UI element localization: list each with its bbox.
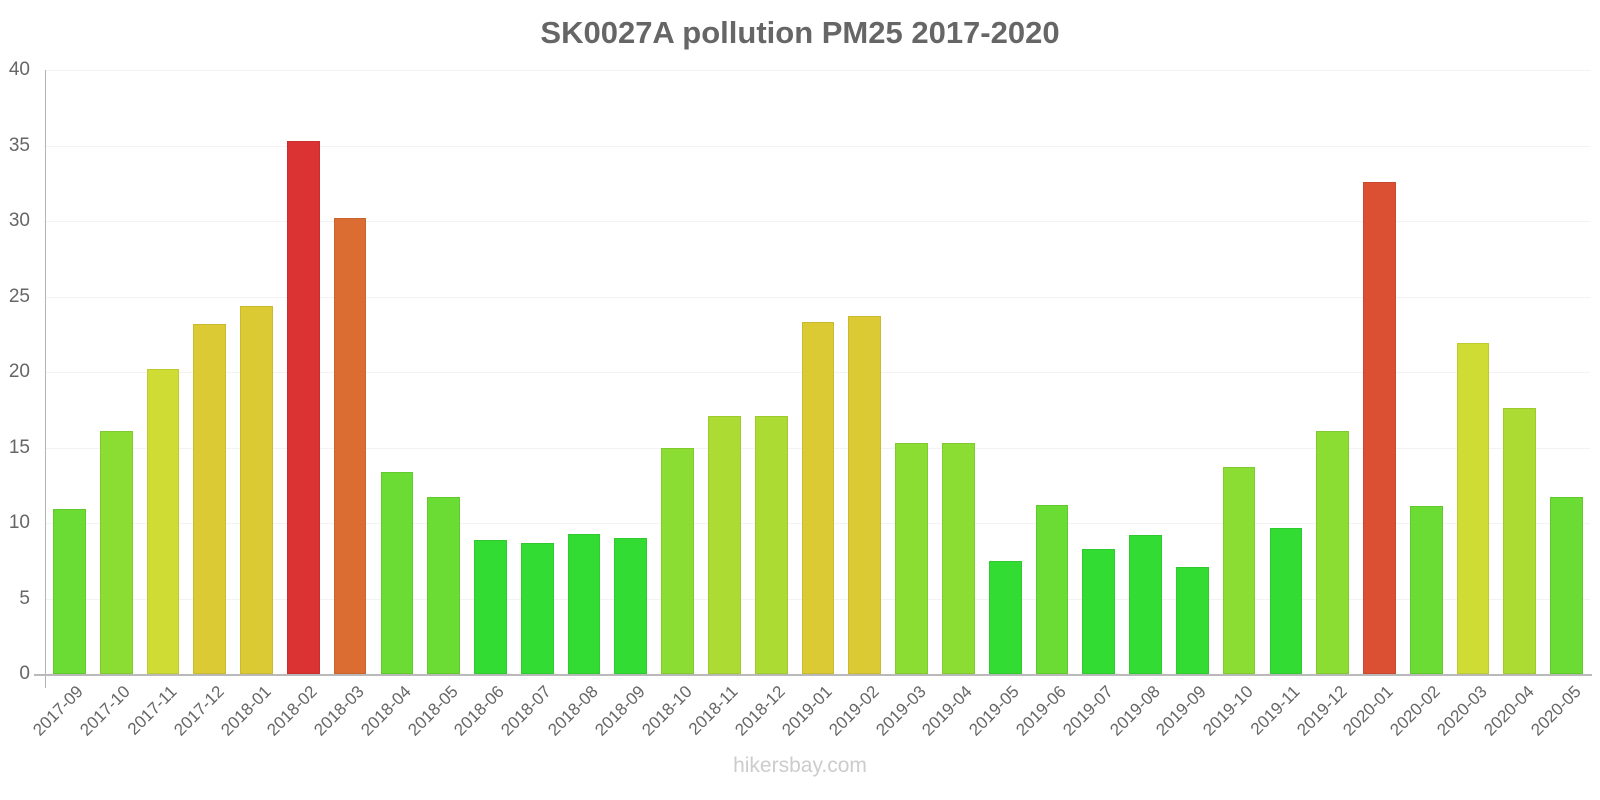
x-tick-label: 2019-04 (918, 682, 977, 740)
x-tick-label: 2018-09 (591, 682, 649, 740)
bar-2018-07[interactable] (520, 542, 554, 674)
bar-2020-04[interactable] (1503, 408, 1537, 674)
y-axis-line (45, 70, 46, 688)
bar-2018-12[interactable] (754, 415, 788, 674)
x-tick-label: 2019-06 (1012, 682, 1070, 740)
bar-2018-01[interactable] (240, 305, 273, 674)
x-tick-label: 2018-04 (357, 682, 415, 740)
bar-2019-07[interactable] (1082, 548, 1116, 674)
bar-2018-05[interactable] (427, 497, 461, 674)
x-tick-label: 2018-11 (685, 682, 742, 739)
chart-title: SK0027A pollution PM25 2017-2020 (540, 15, 1060, 50)
x-tick-label: 2017-12 (170, 682, 228, 740)
x-tick-label: 2019-02 (825, 682, 883, 740)
watermark: hikersbay.com (733, 754, 867, 777)
x-tick-label: 2019-07 (1058, 682, 1117, 740)
x-tick-label: 2017-11 (123, 682, 181, 739)
bar-2019-05[interactable] (988, 560, 1022, 674)
bar-2017-11[interactable] (146, 368, 180, 674)
x-tick-label: 2018-03 (310, 682, 368, 740)
x-tick-label: 2019-05 (965, 682, 1023, 740)
x-tick-label: 2018-08 (544, 682, 602, 740)
bar-2017-10[interactable] (99, 430, 133, 674)
plot-area (46, 70, 1590, 674)
gridline (46, 145, 1590, 147)
bar-2018-04[interactable] (380, 471, 414, 674)
y-tick-label: 20 (8, 361, 30, 382)
x-tick-label: 2018-01 (216, 682, 275, 740)
bar-2018-08[interactable] (567, 533, 601, 674)
bar-2018-11[interactable] (708, 415, 741, 674)
x-tick-label: 2019-10 (1199, 682, 1257, 740)
bar-2019-11[interactable] (1269, 527, 1303, 674)
bar-2020-02[interactable] (1409, 506, 1443, 674)
x-tick-label: 2020-02 (1386, 682, 1445, 740)
x-tick-label: 2019-03 (871, 682, 930, 740)
x-tick-label: 2018-07 (497, 682, 556, 740)
x-tick-label: 2017-09 (29, 682, 88, 740)
x-axis-line (34, 674, 1592, 676)
bar-2020-01[interactable] (1363, 181, 1396, 674)
bar-2020-05[interactable] (1550, 497, 1583, 674)
y-tick-label: 35 (8, 134, 30, 156)
gridline (46, 70, 1590, 71)
bar-2017-12[interactable] (193, 323, 227, 674)
x-tick-label: 2020-05 (1526, 682, 1585, 740)
bar-2020-03[interactable] (1456, 343, 1490, 674)
y-tick-label: 0 (19, 663, 30, 684)
bar-2018-03[interactable] (333, 217, 367, 674)
x-tick-label: 2020-01 (1339, 682, 1398, 740)
y-tick-label: 5 (19, 587, 30, 609)
gridline (46, 221, 1590, 222)
x-tick-label: 2018-12 (731, 682, 790, 740)
y-tick-label: 40 (8, 59, 30, 80)
x-tick-label: 2018-05 (403, 682, 462, 740)
bar-2019-06[interactable] (1035, 504, 1069, 674)
x-tick-label: 2020-04 (1480, 682, 1538, 740)
x-tick-label: 2019-01 (778, 682, 836, 740)
bar-2018-02[interactable] (286, 140, 320, 674)
bar-2017-09[interactable] (53, 509, 86, 674)
y-tick-label: 15 (8, 436, 30, 458)
x-tick-label: 2018-06 (450, 682, 509, 740)
x-tick-label: 2019-09 (1152, 682, 1211, 740)
x-tick-label: 2019-12 (1292, 682, 1351, 740)
y-tick-label: 25 (8, 285, 30, 307)
bar-2019-03[interactable] (895, 442, 928, 674)
bar-2018-09[interactable] (614, 538, 648, 674)
x-tick-label: 2019-11 (1246, 682, 1304, 739)
bar-2019-12[interactable] (1316, 430, 1350, 674)
bar-2019-02[interactable] (848, 316, 882, 674)
gridline (46, 296, 1590, 298)
x-tick-label: 2019-08 (1105, 682, 1164, 740)
bar-2018-10[interactable] (661, 447, 694, 674)
x-tick-label: 2018-10 (637, 682, 696, 740)
bar-2019-08[interactable] (1129, 535, 1162, 674)
bar-2019-04[interactable] (941, 442, 975, 674)
y-tick-label: 10 (8, 512, 30, 533)
x-tick-label: 2017-10 (76, 682, 134, 740)
bar-2018-06[interactable] (474, 539, 507, 674)
y-tick-label: 30 (8, 210, 30, 231)
x-tick-label: 2018-02 (263, 682, 322, 740)
bar-2019-09[interactable] (1175, 566, 1209, 674)
x-tick-label: 2020-03 (1433, 682, 1491, 740)
bar-2019-01[interactable] (801, 322, 835, 674)
bar-2019-10[interactable] (1222, 467, 1256, 674)
